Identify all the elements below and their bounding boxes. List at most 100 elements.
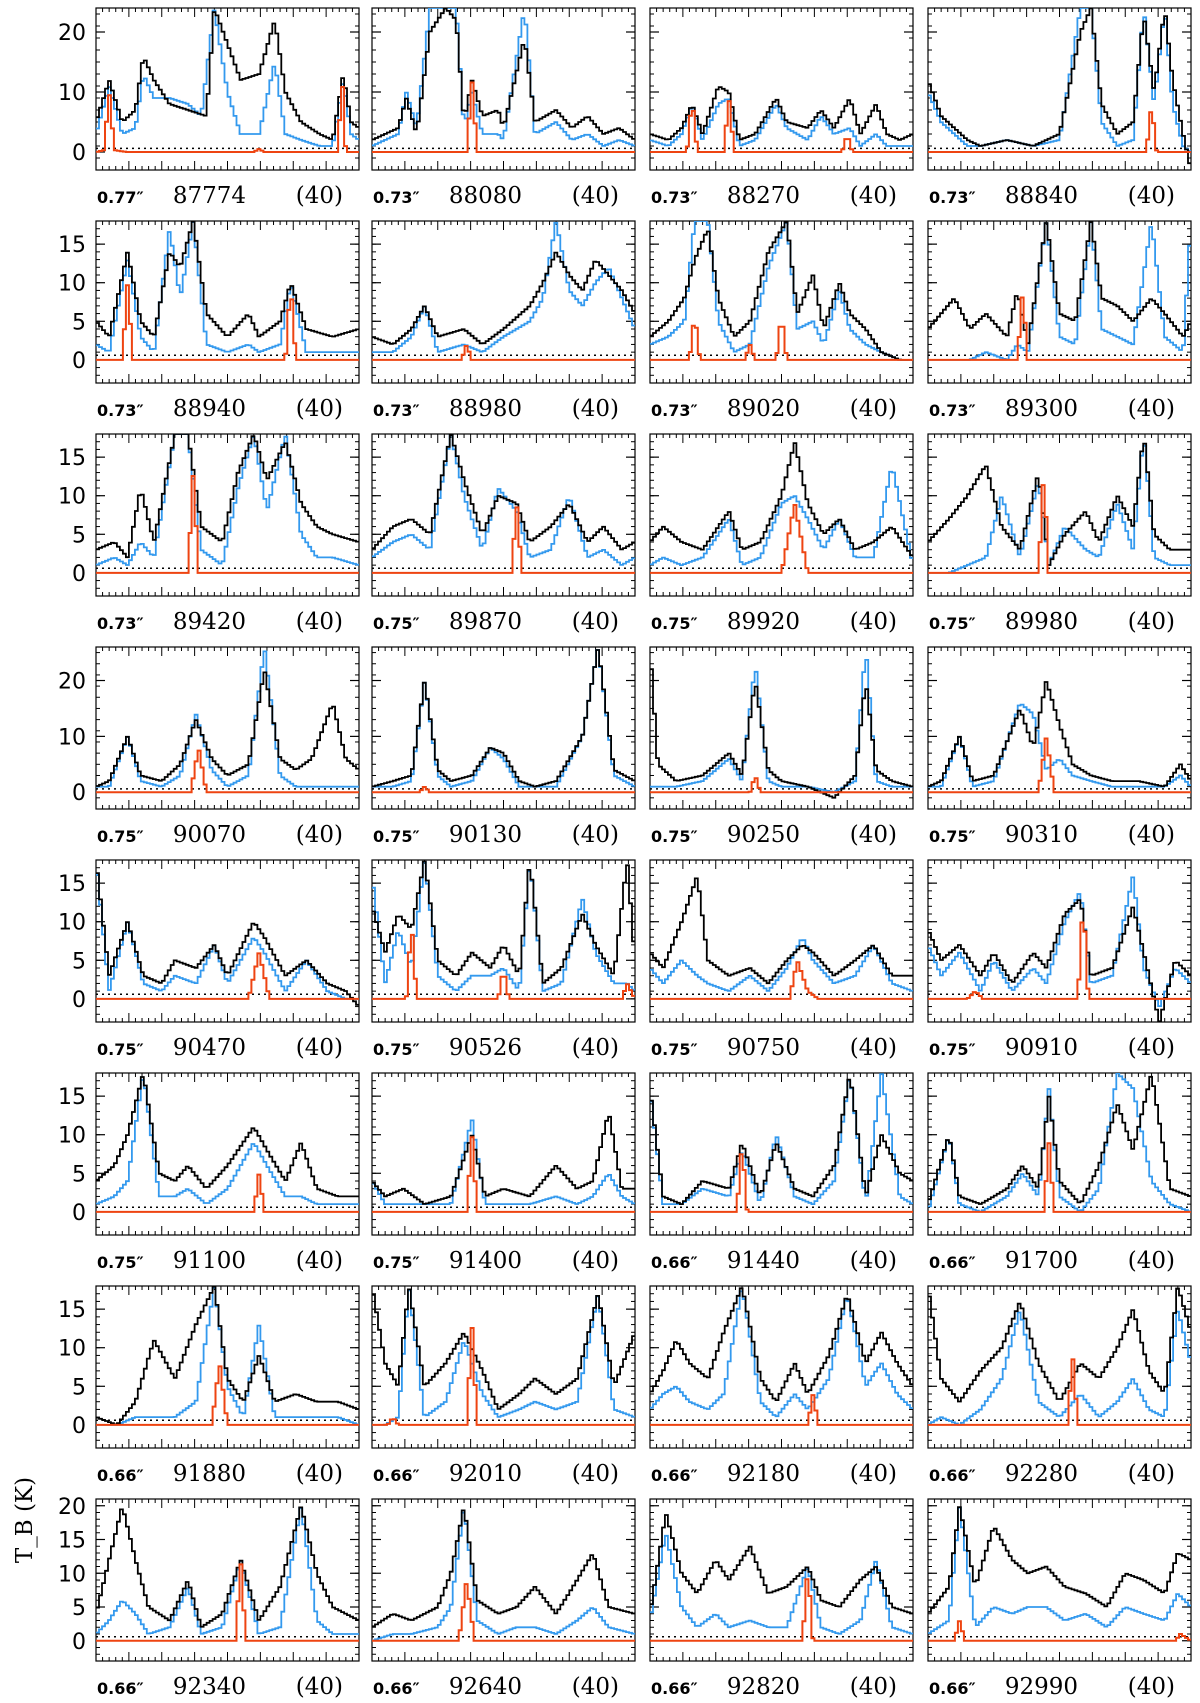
observed-spectrum (96, 1076, 359, 1198)
velocity-width-label: (40) (850, 1674, 897, 1700)
observed-spectrum (96, 1286, 359, 1426)
y-tick-label: 0 (72, 1414, 86, 1439)
panel-plot-area (650, 1287, 913, 1426)
observed-spectrum (372, 860, 635, 984)
panel-grid: 0 10 20 0.77″ 87774 (40) 0.73″ 88080 (40) 0.73″ 88… (58, 7, 1192, 1700)
model-target-spectrum (96, 86, 359, 153)
model-all-spectrum (650, 221, 913, 361)
spectrum-panel: 0.66″ 92640 (40) (371, 1498, 636, 1700)
panel-plot-area (372, 221, 635, 361)
panel-frame (927, 1072, 1192, 1236)
spectrum-panel: 0.75″ 90130 (40) (371, 646, 636, 848)
observed-spectrum (928, 1287, 1191, 1403)
beam-size-label: 0.75″ (929, 827, 976, 846)
frequency-label: 92280 (1005, 1461, 1078, 1487)
panel-plot-area (928, 1506, 1191, 1642)
panel-plot-area (928, 221, 1191, 361)
model-target-spectrum (96, 284, 359, 361)
model-target-spectrum (928, 484, 1191, 574)
frequency-label: 88270 (727, 183, 800, 209)
model-target-spectrum (372, 1583, 635, 1642)
velocity-width-label: (40) (572, 609, 619, 635)
spectrum-panel: 0.75″ 89870 (40) (371, 433, 636, 635)
y-tick-label: 10 (58, 81, 86, 106)
beam-size-label: 0.73″ (929, 188, 976, 207)
panel-plot-area (650, 86, 913, 153)
frequency-label: 89870 (449, 609, 522, 635)
panel-plot-area (372, 8, 635, 153)
velocity-width-label: (40) (1128, 1248, 1175, 1274)
model-all-spectrum (96, 874, 359, 1000)
velocity-width-label: (40) (850, 609, 897, 635)
model-target-spectrum (650, 1153, 913, 1213)
model-all-spectrum (96, 1287, 359, 1426)
observed-spectrum (372, 1115, 635, 1205)
velocity-width-label: (40) (296, 609, 343, 635)
velocity-width-label: (40) (572, 1035, 619, 1061)
model-target-spectrum (650, 1578, 913, 1642)
y-tick-label: 15 (58, 872, 86, 897)
beam-size-label: 0.66″ (929, 1466, 976, 1485)
frequency-label: 90310 (1005, 822, 1078, 848)
model-all-spectrum (96, 434, 359, 566)
spectrum-panel: 0 5 10 15 20 0.66″ 92340 (40) (58, 1495, 360, 1700)
panel-frame (371, 646, 636, 810)
y-tick-label: 10 (58, 485, 86, 510)
panel-plot-area (650, 1073, 913, 1213)
panel-plot-area (372, 1115, 635, 1213)
y-tick-label: 20 (58, 21, 86, 46)
observed-spectrum (372, 251, 635, 345)
beam-size-label: 0.73″ (929, 401, 976, 420)
beam-size-label: 0.66″ (651, 1466, 698, 1485)
model-target-spectrum (372, 933, 635, 1000)
model-target-spectrum (928, 1620, 1191, 1642)
velocity-width-label: (40) (1128, 183, 1175, 209)
spectrum-panel: 0.73″ 89300 (40) (927, 220, 1192, 422)
frequency-label: 90470 (173, 1035, 246, 1061)
panel-plot-area (928, 1073, 1191, 1213)
spectrum-panel: 0.66″ 91440 (40) (649, 1072, 914, 1274)
spectrum-panel: 0 5 10 15 0.66″ 91880 (40) (58, 1285, 360, 1487)
frequency-label: 92990 (1005, 1674, 1078, 1700)
panel-plot-area (96, 872, 359, 1006)
model-target-spectrum (928, 111, 1191, 153)
observed-spectrum (928, 1075, 1191, 1205)
panel-plot-area (650, 877, 913, 1000)
panel-plot-area (372, 1288, 635, 1426)
beam-size-label: 0.66″ (373, 1466, 420, 1485)
observed-spectrum (928, 221, 1191, 345)
y-tick-label: 20 (58, 670, 86, 695)
beam-size-label: 0.75″ (651, 827, 698, 846)
frequency-label: 89420 (173, 609, 246, 635)
model-all-spectrum (650, 1290, 913, 1418)
velocity-width-label: (40) (1128, 822, 1175, 848)
panel-frame (371, 220, 636, 384)
panel-plot-area (372, 860, 635, 1000)
beam-size-label: 0.75″ (929, 1040, 976, 1059)
spectrum-panel: 0 5 10 15 0.73″ 89420 (40) (58, 433, 360, 635)
observed-spectrum (372, 434, 635, 551)
spectrum-panel: 0.66″ 92820 (40) (649, 1498, 914, 1700)
frequency-label: 91880 (173, 1461, 246, 1487)
y-tick-label: 0 (72, 562, 86, 587)
spectrum-panel: 0 5 10 15 0.75″ 90470 (40) (58, 859, 360, 1061)
spectrum-panel: 0.75″ 90910 (40) (927, 859, 1192, 1061)
model-target-spectrum (372, 345, 635, 361)
spectrum-panel: 0.66″ 92990 (40) (927, 1498, 1192, 1700)
model-target-spectrum (650, 961, 913, 1000)
panel-plot-area (96, 1506, 359, 1642)
panel-plot-area (372, 434, 635, 574)
beam-size-label: 0.75″ (97, 827, 144, 846)
spectrum-panel: 0.73″ 89020 (40) (649, 220, 914, 422)
model-target-spectrum (96, 952, 359, 1000)
observed-spectrum (650, 1078, 913, 1205)
model-target-spectrum (96, 749, 359, 794)
beam-size-label: 0.66″ (97, 1679, 144, 1698)
model-target-spectrum (928, 921, 1191, 1000)
model-all-spectrum (372, 1289, 635, 1426)
velocity-width-label: (40) (1128, 396, 1175, 422)
model-all-spectrum (372, 649, 635, 788)
spectrum-panel: 0 10 20 0.77″ 87774 (40) (58, 7, 360, 209)
beam-size-label: 0.75″ (373, 827, 420, 846)
